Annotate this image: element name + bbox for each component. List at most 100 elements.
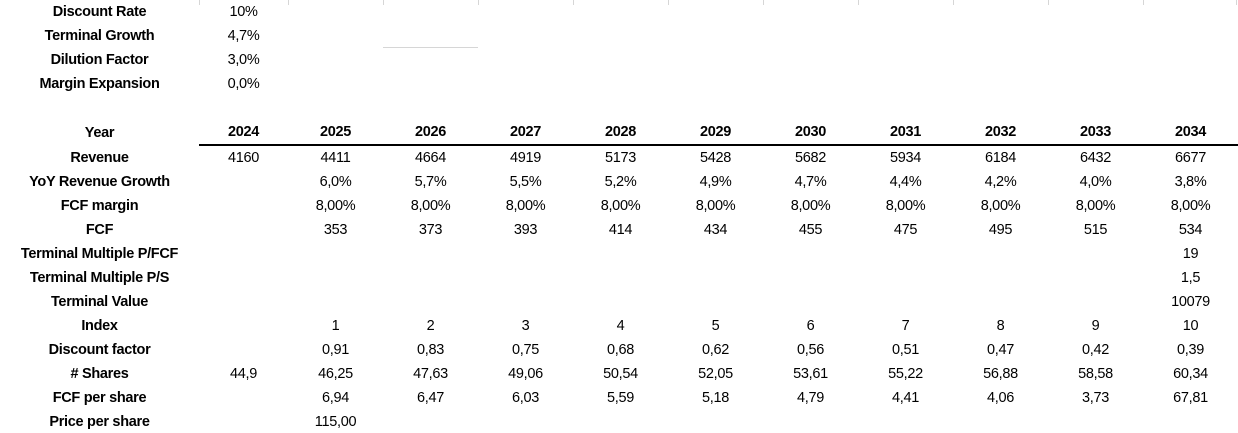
value-cell[interactable]: 8,00% (600, 198, 641, 214)
empty-cell[interactable] (199, 96, 288, 120)
value-cell[interactable]: 0,51 (891, 342, 920, 358)
empty-cell[interactable] (573, 0, 668, 24)
value-cell[interactable]: 0,68 (606, 342, 635, 358)
empty-cell[interactable] (953, 72, 1048, 96)
empty-cell[interactable] (288, 0, 383, 24)
assumption-value[interactable]: 3,0% (227, 52, 260, 68)
value-cell[interactable]: 5173 (604, 150, 637, 166)
value-cell[interactable] (1048, 410, 1143, 433)
value-cell[interactable]: 5,2% (604, 174, 637, 190)
empty-cell[interactable] (668, 72, 763, 96)
row-label[interactable]: Index (81, 318, 118, 334)
value-cell[interactable] (858, 266, 953, 290)
empty-cell[interactable] (953, 48, 1048, 72)
empty-cell[interactable] (478, 48, 573, 72)
value-cell[interactable]: 373 (418, 222, 443, 238)
assumption-value[interactable]: 0,0% (227, 76, 260, 92)
row-label[interactable]: FCF margin (60, 198, 139, 214)
value-cell[interactable] (478, 410, 573, 433)
empty-cell[interactable] (383, 48, 478, 72)
value-cell[interactable]: 4664 (414, 150, 447, 166)
value-cell[interactable]: 3,8% (1174, 174, 1207, 190)
empty-cell[interactable] (668, 0, 763, 24)
empty-cell[interactable] (573, 96, 668, 120)
empty-cell[interactable] (953, 0, 1048, 24)
value-cell[interactable]: 8,00% (980, 198, 1021, 214)
year-cell-forecast[interactable]: 2033 (1048, 120, 1143, 146)
empty-cell[interactable] (763, 24, 858, 48)
empty-cell[interactable] (1143, 0, 1238, 24)
value-cell[interactable]: 55,22 (888, 366, 923, 382)
empty-cell[interactable] (573, 24, 668, 48)
empty-cell[interactable] (668, 24, 763, 48)
value-cell[interactable]: 4411 (320, 150, 351, 166)
value-cell[interactable]: 6432 (1079, 150, 1112, 166)
value-cell[interactable] (573, 242, 668, 266)
value-cell[interactable]: 6184 (984, 150, 1017, 166)
value-cell[interactable]: 6,0% (319, 174, 352, 190)
row-label[interactable]: Discount factor (48, 342, 151, 358)
value-cell[interactable] (668, 242, 763, 266)
year-cell-forecast[interactable]: 2034 (1143, 120, 1238, 146)
empty-cell[interactable] (1048, 72, 1143, 96)
empty-cell[interactable] (383, 72, 478, 96)
assumption-label[interactable]: Discount Rate (52, 4, 147, 20)
value-cell[interactable]: 0,75 (511, 342, 540, 358)
value-cell[interactable]: 4,7% (794, 174, 827, 190)
value-cell[interactable]: 0,39 (1176, 342, 1205, 358)
value-cell[interactable]: 515 (1083, 222, 1108, 238)
value-cell[interactable]: 8,00% (1075, 198, 1116, 214)
value-cell[interactable]: 4160 (227, 150, 260, 166)
year-cell-forecast[interactable]: 2026 (383, 120, 478, 146)
value-cell[interactable]: 3 (521, 318, 530, 334)
value-cell[interactable]: 8,00% (315, 198, 356, 214)
value-cell[interactable] (1048, 242, 1143, 266)
value-cell[interactable] (288, 266, 383, 290)
empty-cell[interactable] (288, 96, 383, 120)
year-cell-forecast[interactable]: 2028 (573, 120, 668, 146)
value-cell[interactable]: 1 (331, 318, 340, 334)
value-cell[interactable]: 58,58 (1078, 366, 1113, 382)
value-cell[interactable]: 434 (703, 222, 728, 238)
value-cell[interactable] (199, 242, 288, 266)
year-cell-forecast[interactable]: 2027 (478, 120, 573, 146)
empty-cell[interactable] (668, 48, 763, 72)
empty-cell[interactable] (1048, 48, 1143, 72)
value-cell[interactable]: 8,00% (505, 198, 546, 214)
empty-cell[interactable] (858, 0, 953, 24)
empty-cell[interactable] (0, 96, 199, 120)
value-cell[interactable]: 5,7% (414, 174, 447, 190)
value-cell[interactable] (383, 410, 478, 433)
value-cell[interactable]: 0,47 (986, 342, 1015, 358)
empty-cell[interactable] (953, 96, 1048, 120)
value-cell[interactable]: 67,81 (1173, 390, 1208, 406)
value-cell[interactable] (478, 290, 573, 314)
value-cell[interactable] (383, 266, 478, 290)
row-label[interactable]: FCF per share (52, 390, 147, 406)
value-cell[interactable] (573, 266, 668, 290)
empty-cell[interactable] (858, 24, 953, 48)
value-cell[interactable]: 5,59 (606, 390, 635, 406)
value-cell[interactable] (668, 266, 763, 290)
value-cell[interactable] (288, 290, 383, 314)
row-label[interactable]: YoY Revenue Growth (29, 174, 170, 190)
empty-cell[interactable] (573, 48, 668, 72)
value-cell[interactable]: 7 (901, 318, 910, 334)
empty-cell[interactable] (288, 72, 383, 96)
year-cell-forecast[interactable]: 2030 (763, 120, 858, 146)
year-cell-forecast[interactable]: 2029 (668, 120, 763, 146)
value-cell[interactable]: 4,79 (796, 390, 825, 406)
row-label[interactable]: Revenue (70, 149, 129, 166)
value-cell[interactable] (199, 314, 288, 338)
value-cell[interactable]: 4,9% (699, 174, 732, 190)
value-cell[interactable]: 6,94 (321, 390, 350, 406)
value-cell[interactable]: 56,88 (983, 366, 1018, 382)
value-cell[interactable]: 4,41 (891, 390, 920, 406)
empty-cell[interactable] (858, 72, 953, 96)
value-cell[interactable]: 52,05 (698, 366, 733, 382)
row-label[interactable]: Terminal Value (50, 294, 149, 310)
value-cell[interactable] (478, 266, 573, 290)
row-label[interactable]: Terminal Multiple P/S (29, 270, 170, 286)
value-cell[interactable] (858, 242, 953, 266)
value-cell[interactable]: 47,63 (413, 366, 448, 382)
